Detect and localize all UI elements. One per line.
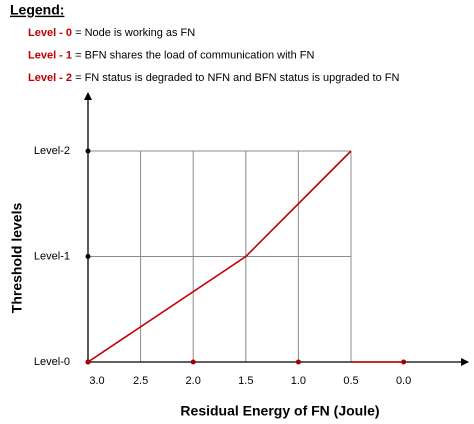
legend-level: Level - 2 — [28, 72, 72, 84]
x-tick-label: 0.5 — [343, 375, 358, 387]
data-line — [87, 150, 352, 363]
legend-entry: Level - 1 = BFN shares the load of commu… — [28, 49, 315, 61]
y-tick-label: Level-0 — [34, 356, 70, 368]
legend-text: = BFN shares the load of communication w… — [75, 49, 314, 61]
x-tick-label: 2.0 — [186, 375, 201, 387]
y-axis-label: Threshold levels — [9, 203, 25, 314]
x-axis-label: Residual Energy of FN (Joule) — [180, 403, 379, 419]
x-tick-label: 0.0 — [396, 375, 411, 387]
legend-text: = Node is working as FN — [75, 27, 195, 39]
legend-text: = FN status is degraded to NFN and BFN s… — [75, 72, 399, 84]
x-tick-label: 3.0 — [89, 375, 104, 387]
y-tick-label: Level-1 — [34, 250, 70, 262]
y-tick-dot — [85, 148, 91, 154]
y-tick-dot — [85, 254, 91, 259]
x-tick-label: 1.0 — [291, 375, 306, 387]
x-tick-label: 2.5 — [133, 375, 148, 387]
legend-entry: Level - 0 = Node is working as FN — [28, 27, 195, 39]
y-tick-label: Level-2 — [34, 145, 70, 157]
x-tick-dot — [295, 359, 301, 365]
legend-entry: Level - 2 = FN status is degraded to NFN… — [28, 72, 399, 84]
legend-level: Level - 1 — [28, 49, 72, 61]
legend-title: Legend: — [10, 2, 64, 18]
x-tick-dot — [190, 359, 196, 365]
legend-level: Level - 0 — [28, 27, 72, 39]
x-tick-label: 1.5 — [238, 375, 253, 387]
